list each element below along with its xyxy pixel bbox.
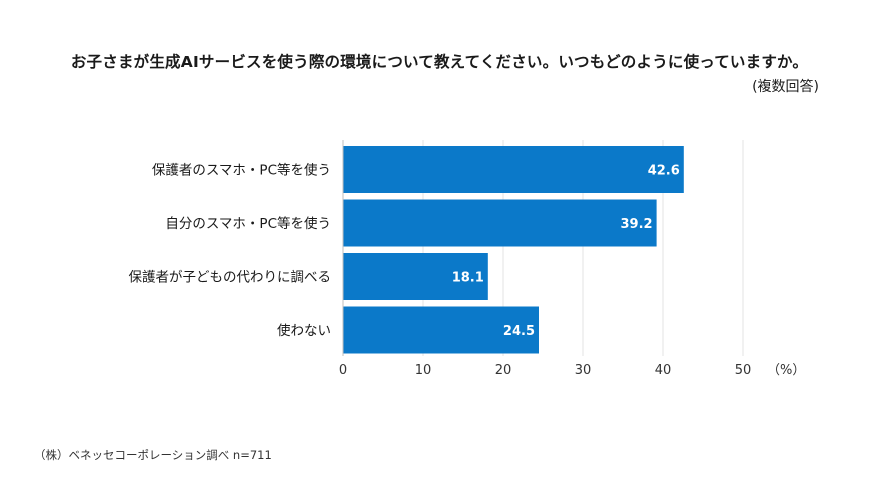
bar [343, 253, 488, 300]
data-label: 39.2 [621, 217, 653, 232]
chart-subtitle: (複数回答) [752, 79, 819, 95]
bar [343, 199, 657, 247]
bar [343, 306, 539, 354]
x-tick-label: 50 [735, 363, 752, 378]
x-tick-label: 20 [495, 363, 512, 378]
source-note: （株）ベネッセコーポレーション調べ n=711 [34, 448, 272, 462]
chart-title: お子さまが生成AIサービスを使う際の環境について教えてください。いつもどのように… [70, 53, 809, 71]
x-tick-label: 30 [575, 363, 592, 378]
category-label: 自分のスマホ・PC等を使う [165, 215, 331, 232]
category-label: 保護者のスマホ・PC等を使う [152, 162, 331, 179]
data-label: 18.1 [452, 271, 484, 286]
data-label: 24.5 [503, 324, 535, 339]
data-label: 42.6 [648, 164, 680, 179]
unit-label: （%） [767, 363, 805, 378]
x-tick-label: 0 [339, 363, 347, 378]
bar [343, 146, 684, 193]
category-label: 保護者が子どもの代わりに調べる [129, 270, 332, 286]
x-tick-label: 40 [655, 363, 672, 378]
x-tick-label: 10 [415, 363, 432, 378]
category-label: 使わない [277, 322, 331, 339]
